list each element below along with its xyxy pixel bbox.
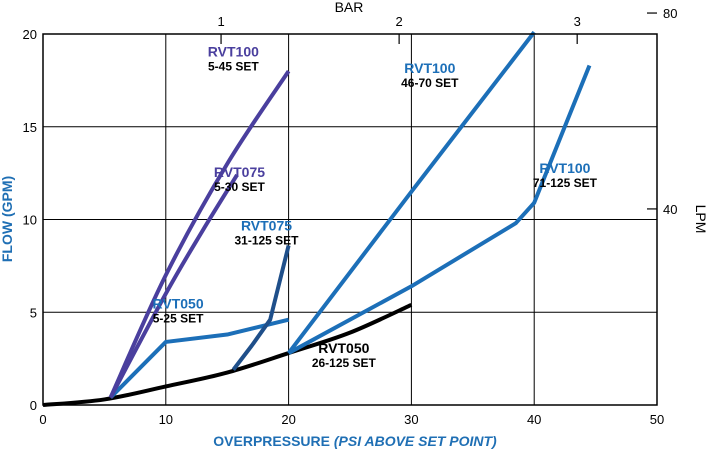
x-axis-title-main: OVERPRESSURE [213, 433, 330, 449]
y-tick-label: 15 [23, 120, 37, 135]
series-label-set: 5-25 SET [153, 312, 204, 326]
right-axis-title: LPM [693, 205, 709, 234]
series-line-1 [109, 317, 290, 399]
series-line-5 [287, 30, 536, 355]
series-label-name: RVT050 [318, 340, 369, 356]
right-tick-label: 80 [663, 6, 677, 21]
series-label-name: RVT100 [208, 43, 259, 59]
series-label-set: 5-30 SET [214, 180, 265, 194]
x-tick-label: 20 [281, 412, 295, 427]
series-label-set: 31-125 SET [234, 234, 299, 248]
series-label-name: RVT100 [404, 60, 455, 76]
top-axis-title: BAR [335, 0, 364, 15]
series-line-6 [287, 64, 592, 355]
y-axis-title: FLOW (GPM) [0, 176, 15, 262]
y-tick-label: 10 [23, 213, 37, 228]
series-label-set: 26-125 SET [312, 356, 377, 370]
series-label-name: RVT100 [539, 160, 590, 176]
x-tick-label: 50 [650, 412, 664, 427]
plot-frame [42, 33, 658, 406]
series-label-set: 71-125 SET [533, 176, 598, 190]
right-tick-label: 40 [663, 202, 677, 217]
x-tick-label: 30 [404, 412, 418, 427]
series-label-name: RVT075 [214, 164, 265, 180]
y-tick-label: 0 [30, 398, 37, 413]
top-tick-label: 3 [574, 14, 581, 29]
x-tick-label: 10 [159, 412, 173, 427]
x-axis-title-sub: (PSI ABOVE SET POINT) [334, 433, 497, 449]
top-tick-label: 2 [396, 14, 403, 29]
series-line-0 [42, 303, 413, 407]
series-label-name: RVT075 [241, 218, 292, 234]
x-tick-label: 0 [39, 412, 46, 427]
series-label-set: 46-70 SET [401, 76, 459, 90]
x-tick-label: 40 [527, 412, 541, 427]
series-line-3 [108, 173, 239, 399]
series-line-4 [108, 69, 291, 399]
series-label-name: RVT050 [153, 296, 204, 312]
ticks: 01020304050051015201234080120 [23, 6, 678, 427]
top-tick-label: 1 [217, 14, 224, 29]
series-layer [42, 30, 592, 407]
y-tick-label: 5 [30, 305, 37, 320]
series-label-set: 5-45 SET [208, 59, 259, 73]
y-tick-label: 20 [23, 27, 37, 42]
series-line-2 [231, 244, 291, 371]
x-axis-title: OVERPRESSURE (PSI ABOVE SET POINT) [213, 433, 497, 449]
